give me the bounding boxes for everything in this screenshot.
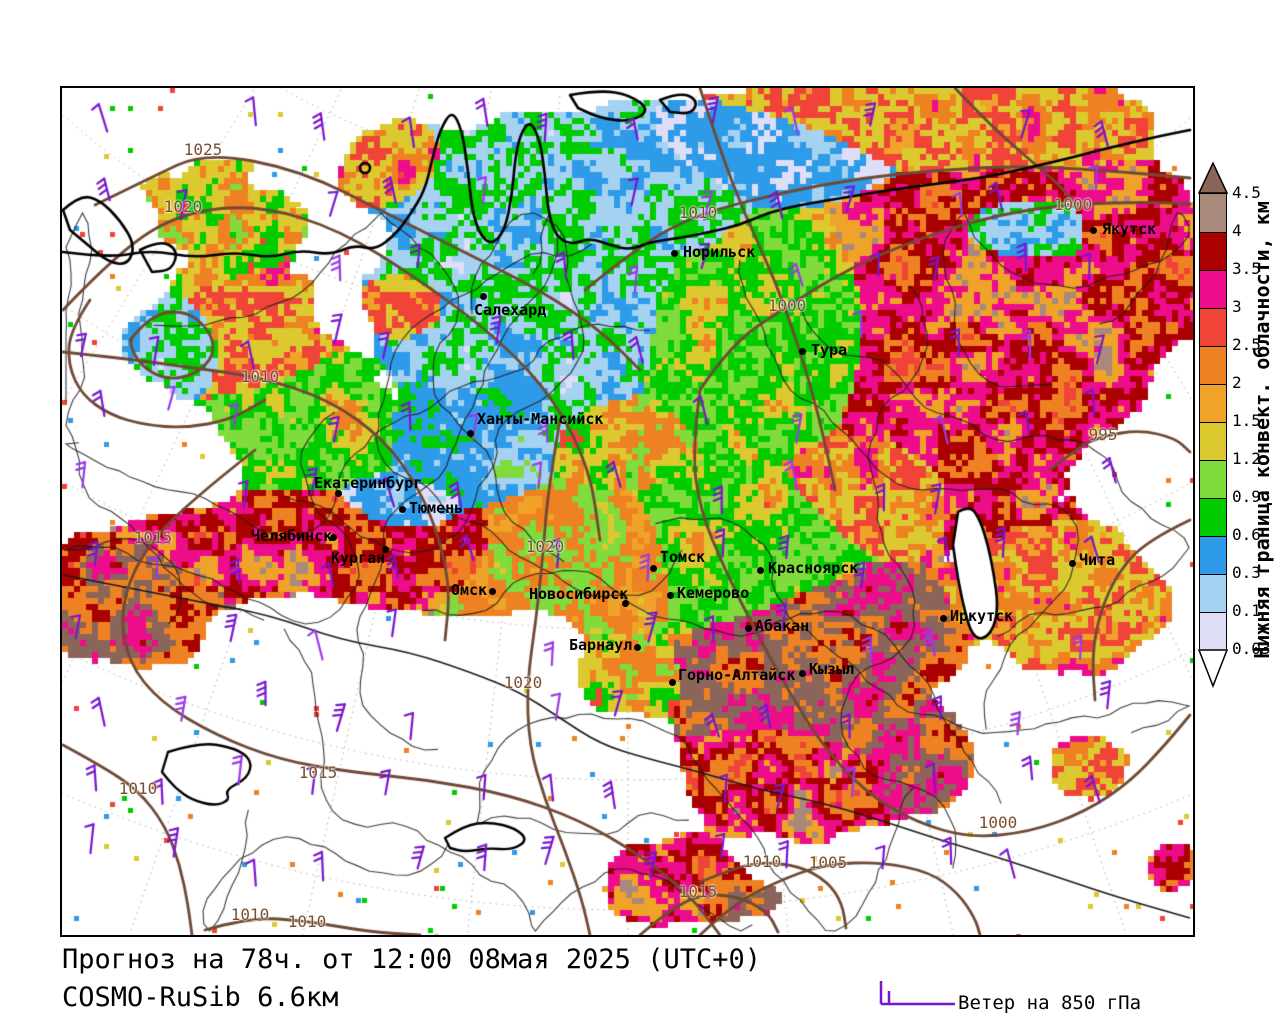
city-dot bbox=[1069, 560, 1076, 567]
isobar-label: 995 bbox=[1088, 425, 1118, 444]
isobar-label: 1015 bbox=[678, 882, 718, 901]
colorbar-tick-label: 1.5 bbox=[1232, 411, 1261, 430]
city-dot bbox=[667, 592, 674, 599]
colorbar-tick-label: 3 bbox=[1232, 297, 1242, 316]
city-label: Тура bbox=[811, 341, 848, 359]
colorbar-band bbox=[1200, 422, 1226, 460]
colorbar-tick-label: 2.5 bbox=[1232, 335, 1261, 354]
city-label: Горно-Алтайск bbox=[678, 666, 796, 684]
city-dot bbox=[940, 615, 947, 622]
isobar-label: 1005 bbox=[808, 853, 848, 872]
city-label: Ханты-Мансийск bbox=[477, 410, 604, 428]
isobar-label: 1010 bbox=[118, 779, 158, 798]
city-label: Красноярск bbox=[768, 559, 859, 577]
isobar-label: 1020 bbox=[503, 673, 543, 692]
city-dot bbox=[650, 565, 657, 572]
city-label: Якутск bbox=[1102, 220, 1157, 238]
isobar-label: 1015 bbox=[133, 528, 173, 547]
city-label: Кемерово bbox=[677, 584, 750, 602]
isobar-label: 1020 bbox=[525, 537, 565, 556]
city-label: Тюмень bbox=[409, 499, 464, 517]
city-label: Челябинск bbox=[251, 527, 333, 545]
city-dot bbox=[335, 490, 342, 497]
isobar-label: 1025 bbox=[183, 140, 223, 159]
colorbar-tick-label: 4.5 bbox=[1232, 183, 1261, 202]
colorbar-tick-label: 4 bbox=[1232, 221, 1242, 240]
wind-barb-icon bbox=[879, 981, 955, 1006]
colorbar-tick-label: 2 bbox=[1232, 373, 1242, 392]
city-label: Томск bbox=[660, 548, 706, 566]
city-label: Кызыл bbox=[809, 660, 855, 678]
isobar-label: 1010 bbox=[240, 367, 280, 386]
city-label: Салехард bbox=[474, 301, 547, 319]
city-label: Норильск bbox=[683, 243, 756, 261]
isobar-label: 1010 bbox=[230, 905, 270, 924]
city-dot bbox=[671, 250, 678, 257]
isobar-label: 1015 bbox=[298, 763, 338, 782]
isobar-label: 1010 bbox=[678, 203, 718, 222]
colorbar-band bbox=[1200, 574, 1226, 612]
city-dot bbox=[745, 625, 752, 632]
colorbar-tick-label: 1.2 bbox=[1232, 449, 1261, 468]
city-dot bbox=[757, 567, 764, 574]
city-label: Омск bbox=[451, 581, 488, 599]
map-canvas bbox=[62, 88, 1193, 935]
colorbar-band bbox=[1200, 232, 1226, 270]
city-label: Барнаул bbox=[569, 636, 633, 654]
colorbar-axis-label: Нижняя граница конвект. облачности, км bbox=[1250, 201, 1274, 659]
colorbar-band bbox=[1200, 194, 1226, 232]
city-label: Иркутск bbox=[950, 607, 1014, 625]
colorbar bbox=[1199, 193, 1227, 650]
colorbar-band bbox=[1200, 612, 1226, 650]
city-dot bbox=[799, 670, 806, 677]
map-area: 1025 1020 1010 1015 1020 1020 1015 1010 1010 1010… bbox=[60, 86, 1195, 937]
isobar-labels-layer: 1025 1020 1010 1015 1020 1020 1015 1010 1010 1010… bbox=[62, 88, 1193, 935]
city-label: Абакан bbox=[755, 617, 810, 635]
colorbar-tick-label: 3.5 bbox=[1232, 259, 1261, 278]
city-dot bbox=[799, 348, 806, 355]
colorbar-band bbox=[1200, 346, 1226, 384]
city-dot bbox=[382, 546, 389, 553]
city-dot bbox=[1090, 227, 1097, 234]
colorbar-band bbox=[1200, 536, 1226, 574]
wind-legend-label: Ветер на 850 гПа bbox=[958, 992, 1142, 1014]
city-label: Чита bbox=[1079, 551, 1116, 569]
colorbar-tick-label: 0.9 bbox=[1232, 487, 1261, 506]
city-dot bbox=[330, 534, 337, 541]
colorbar-band bbox=[1200, 384, 1226, 422]
colorbar-tick-label: 0.1 bbox=[1232, 601, 1261, 620]
isobar-label: 1000 bbox=[1053, 195, 1093, 214]
isobar-label: 1010 bbox=[742, 852, 782, 871]
colorbar-below-min-arrow bbox=[1197, 649, 1229, 689]
isobar-label: 1000 bbox=[767, 296, 807, 315]
colorbar-tick-label: 0.3 bbox=[1232, 563, 1261, 582]
colorbar-band bbox=[1200, 270, 1226, 308]
city-dot bbox=[480, 293, 487, 300]
colorbar-tick-label: 0.03 bbox=[1232, 639, 1271, 658]
city-labels-layer: Норильск Якутск Салехард Тура Ханты-Мансийск… bbox=[62, 88, 1193, 935]
city-label: Екатеринбург bbox=[314, 474, 423, 492]
colorbar-band bbox=[1200, 460, 1226, 498]
isobar-label: 1020 bbox=[163, 197, 203, 216]
city-dot bbox=[399, 506, 406, 513]
colorbar-tick-label: 0.6 bbox=[1232, 525, 1261, 544]
city-dot bbox=[634, 644, 641, 651]
colorbar-band bbox=[1200, 498, 1226, 536]
city-dot bbox=[467, 430, 474, 437]
city-label: Новосибирск bbox=[529, 585, 629, 603]
isobar-label: 1010 bbox=[287, 912, 327, 931]
colorbar-above-max-arrow bbox=[1197, 162, 1229, 194]
forecast-info: Прогноз на 78ч. от 12:00 08мая 2025 (UTC… bbox=[62, 944, 761, 975]
city-dot bbox=[622, 600, 629, 607]
city-dot bbox=[489, 588, 496, 595]
city-label: Курган bbox=[331, 549, 386, 567]
isobar-label: 1000 bbox=[978, 813, 1018, 832]
colorbar-band bbox=[1200, 308, 1226, 346]
city-dot bbox=[669, 679, 676, 686]
model-info: COSMO-RuSib 6.6км bbox=[62, 982, 339, 1013]
